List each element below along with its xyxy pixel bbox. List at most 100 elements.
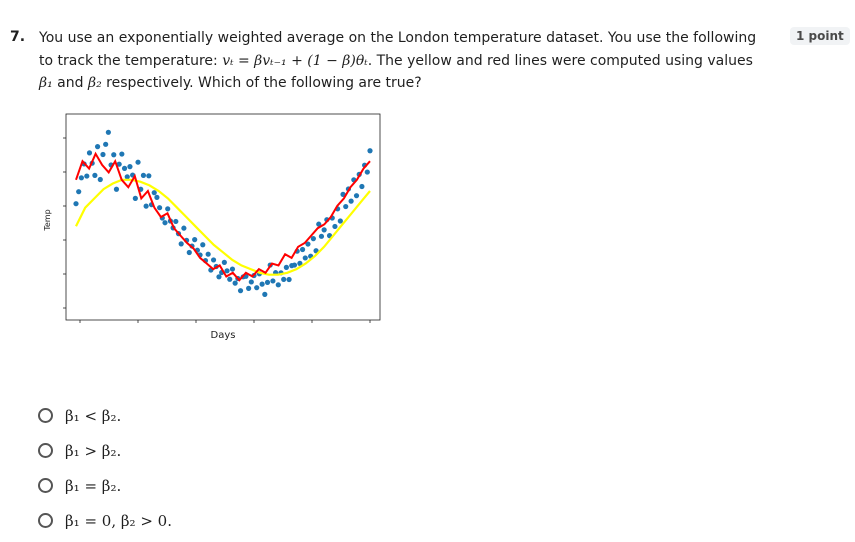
option-label: β₁ < β₂. <box>65 406 122 425</box>
scatter-point <box>227 276 233 282</box>
scatter-point <box>186 249 192 256</box>
scatter-point <box>78 175 84 181</box>
scatter-point <box>178 241 184 247</box>
scatter-point <box>286 276 292 283</box>
scatter-point <box>364 169 370 175</box>
scatter-point <box>275 282 281 288</box>
scatter-point <box>116 161 122 167</box>
scatter-point <box>232 280 238 286</box>
scatter-point <box>248 279 254 285</box>
scatter-point <box>86 150 93 156</box>
scatter-point <box>162 220 168 226</box>
scatter-point <box>73 201 79 207</box>
scatter-point <box>221 259 227 265</box>
radio-button[interactable] <box>38 478 53 493</box>
scatter-point <box>121 165 128 171</box>
scatter-point <box>254 285 260 291</box>
scatter-point <box>154 194 160 200</box>
scatter-point <box>119 151 125 157</box>
scatter-point <box>210 257 217 263</box>
axis-ticks <box>63 137 371 323</box>
scatter-point <box>283 264 289 270</box>
scatter-point <box>353 193 360 199</box>
scatter-point <box>140 172 147 178</box>
scatter-point <box>157 205 163 211</box>
scatter-point <box>103 141 109 147</box>
scatter-point <box>229 266 236 272</box>
scatter-point <box>216 274 222 280</box>
scatter-point <box>297 260 303 266</box>
option-3[interactable]: β₁ = β₂. <box>38 468 172 503</box>
beta1-symbol: β₁ <box>39 75 53 91</box>
scatter-point <box>100 151 106 158</box>
scatter-point <box>321 227 327 233</box>
scatter-point <box>237 288 244 294</box>
scatter-point <box>359 183 365 190</box>
question-number: 7. <box>10 29 26 45</box>
beta2-symbol: β₂ <box>87 75 102 91</box>
y-axis-label: Temp <box>43 209 52 231</box>
scatter-point <box>332 223 338 230</box>
option-label: β₁ > β₂. <box>65 441 122 460</box>
scatter-point <box>264 279 271 285</box>
scatter-point <box>281 276 287 282</box>
radio-button[interactable] <box>38 408 53 423</box>
radio-button[interactable] <box>38 443 53 458</box>
scatter-point <box>305 241 311 247</box>
scatter-point <box>200 242 206 248</box>
scatter-point <box>299 246 306 253</box>
scatter-point <box>165 206 171 212</box>
scatter-point <box>84 173 90 179</box>
scatter-point <box>343 203 349 210</box>
scatter-point <box>132 195 138 201</box>
scatter-point <box>76 189 82 195</box>
question-text-part2: . The yellow and red lines were computed… <box>367 52 753 69</box>
option-label: β₁ = 0, β₂ > 0. <box>65 511 172 530</box>
scatter-point <box>94 144 101 150</box>
scatter-point <box>270 278 276 284</box>
scatter-point <box>146 173 152 179</box>
question-text-part1: You use an exponentially weighted averag… <box>39 30 757 69</box>
scatter-point <box>205 251 211 257</box>
scatter-point <box>310 236 316 242</box>
scatter-point <box>337 218 343 224</box>
x-axis-label: Days <box>211 330 236 341</box>
scatter-point <box>151 190 157 196</box>
option-2[interactable]: β₁ > β₂. <box>38 433 172 468</box>
option-4[interactable]: β₁ = 0, β₂ > 0. <box>38 503 172 538</box>
temperature-chart: Days Temp <box>43 113 381 341</box>
points-badge: 1 point <box>790 27 850 45</box>
scatter-point <box>246 285 252 291</box>
scatter-point <box>262 291 268 297</box>
red-line <box>75 151 371 282</box>
plot-frame <box>65 113 381 321</box>
scatter-point <box>348 198 354 204</box>
question-text: You use an exponentially weighted averag… <box>39 27 759 95</box>
option-label: β₁ = β₂. <box>65 476 122 495</box>
scatter-point <box>291 262 298 268</box>
scatter-point <box>97 176 103 183</box>
scatter-point <box>224 268 230 274</box>
scatter-point <box>318 233 325 239</box>
formula: vₜ = βvₜ₋₁ + (1 − β)θₜ <box>222 52 368 69</box>
question-text-part3: and <box>52 75 88 91</box>
yellow-line <box>75 178 371 276</box>
scatter-point <box>124 174 130 180</box>
radio-button[interactable] <box>38 513 53 528</box>
scatter-point <box>135 159 141 165</box>
scatter-point <box>181 225 187 231</box>
scatter-point <box>259 281 265 287</box>
option-1[interactable]: β₁ < β₂. <box>38 398 172 433</box>
scatter-point <box>127 164 133 170</box>
question-text-part4: respectively. Which of the following are… <box>101 75 422 91</box>
scatter-point <box>113 186 120 192</box>
answer-options: β₁ < β₂. β₁ > β₂. β₁ = β₂. β₁ = 0, β₂ > … <box>38 398 172 538</box>
scatter-point <box>92 172 98 178</box>
scatter-point <box>173 218 179 225</box>
scatter-point <box>105 129 111 135</box>
scatter-point <box>192 237 198 243</box>
scatter-point <box>143 203 149 209</box>
scatter-point <box>316 221 322 227</box>
scatter-point <box>111 152 117 158</box>
scatter-point <box>302 255 308 261</box>
